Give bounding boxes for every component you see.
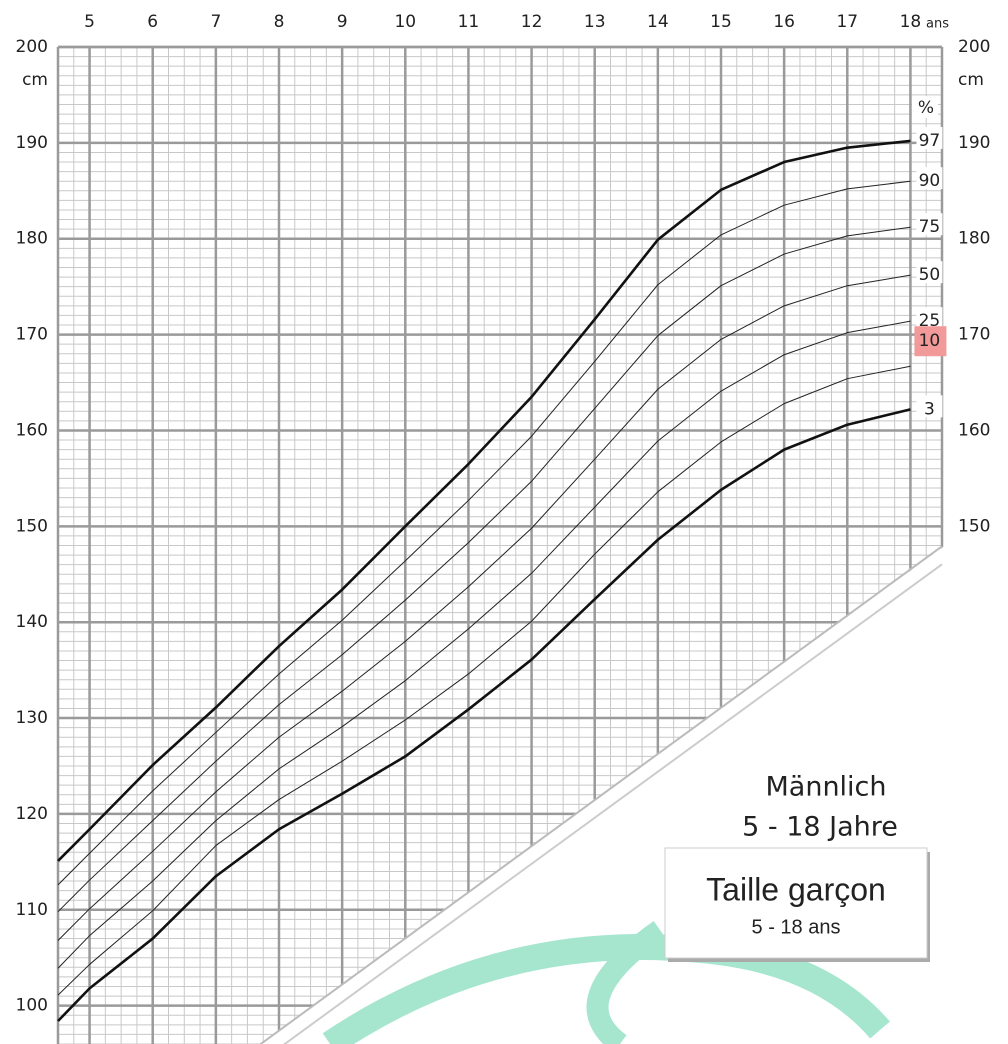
x-tick-label: 9 [337,12,348,32]
annotation: 5 - 18 Jahre [742,812,898,843]
x-tick-label: 10 [394,12,416,32]
annotation: Männlich [765,772,886,803]
x-tick-label: 16 [773,12,795,32]
x-tick-label: 15 [710,12,732,32]
y-tick-label: 140 [16,612,48,632]
y2-tick-label: 180 [958,229,990,249]
series-label: 3 [924,399,935,419]
y-tick-label: 180 [16,229,48,249]
y-tick-label: 150 [16,516,48,536]
chart: 100 110 120 130 140 150 160 170 180 190 200 5 6 7 8 9 10… [0,0,1008,1044]
y-tick-label: 110 [16,900,48,920]
y-tick-label: 170 [16,325,48,345]
x-tick-label: 7 [210,12,221,32]
x-tick-label: 11 [458,12,480,32]
y-tick-label: 160 [16,420,48,440]
series-label: 50 [919,265,941,285]
series-label: 97 [919,131,941,151]
y2-unit: cm [958,70,984,90]
y2-tick-label: 190 [958,133,990,153]
y-unit: cm [22,70,48,90]
x-unit: ans [926,17,949,32]
x-tick-label: 17 [836,12,858,32]
y2-tick-label: 160 [958,420,990,440]
y-tick-label: 130 [16,708,48,728]
series-label: 90 [919,171,941,191]
x-tick-label: 8 [274,12,285,32]
series-label: 10 [919,331,941,351]
chart-subtitle: 5 - 18 ans [752,916,841,938]
y-tick-label: 190 [16,133,48,153]
x-tick-label: 6 [147,12,158,32]
x-tick-label: 5 [84,12,95,32]
y-tick-label: 120 [16,804,48,824]
x-tick-label: 18 [900,12,922,32]
y-tick-label: 100 [16,996,48,1016]
series-label: 75 [919,217,941,237]
x-tick-label: 13 [584,12,606,32]
series-unit: % [918,98,934,118]
x-tick-label: 14 [647,12,669,32]
x-tick-label: 12 [521,12,543,32]
y2-tick-label: 200 [958,37,990,57]
y-tick-label: 200 [16,37,48,57]
y2-tick-label: 170 [958,325,990,345]
chart-title: Taille garçon [706,871,886,907]
y2-tick-label: 150 [958,516,990,536]
